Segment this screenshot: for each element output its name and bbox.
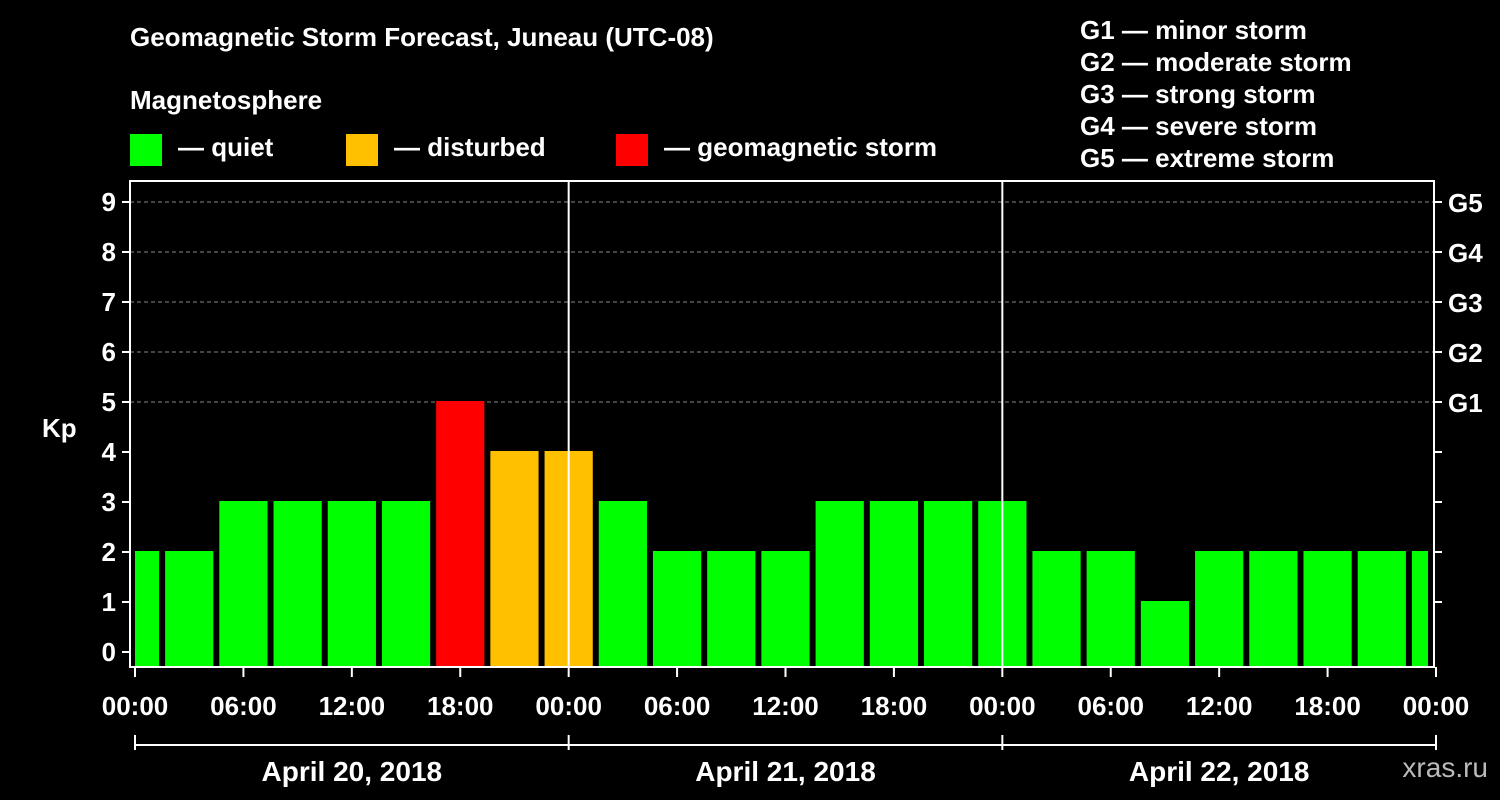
kp-bar: [652, 551, 702, 667]
storm-scale-g5: G5 — extreme storm: [1080, 143, 1335, 173]
legend-label-quiet: — quiet: [178, 132, 274, 162]
y-tick-label: 3: [102, 487, 116, 517]
kp-bar: [598, 501, 647, 667]
kp-bar: [761, 551, 810, 667]
legend-label-storm: — geomagnetic storm: [664, 132, 938, 162]
kp-bar: [219, 501, 268, 667]
g-scale-label: G3: [1448, 288, 1483, 318]
x-tick-label: 06:00: [644, 691, 711, 721]
y-tick-label: 6: [102, 337, 116, 367]
date-label: April 20, 2018: [262, 756, 443, 787]
x-tick-label: 00:00: [1403, 691, 1470, 721]
legend-swatch-quiet: [130, 134, 162, 166]
kp-bar: [869, 501, 919, 667]
kp-bar: [1303, 551, 1352, 667]
x-tick-label: 12:00: [752, 691, 819, 721]
kp-bar: [1411, 551, 1428, 667]
g-scale-label: G5: [1448, 188, 1483, 218]
date-label: April 21, 2018: [695, 756, 876, 787]
kp-bar: [327, 501, 376, 667]
x-tick-label: 18:00: [1294, 691, 1361, 721]
magnetosphere-label: Magnetosphere: [130, 85, 323, 115]
x-tick-label: 00:00: [102, 691, 169, 721]
x-tick-label: 06:00: [1078, 691, 1145, 721]
plot-frame: [129, 180, 1435, 668]
y-tick-label: 0: [102, 637, 116, 667]
kp-bar: [381, 501, 431, 667]
g-scale-label: G4: [1448, 238, 1483, 268]
site-credit: xras.ru: [1402, 752, 1488, 783]
legend-label-disturbed: — disturbed: [394, 132, 546, 162]
kp-bar: [924, 501, 973, 667]
legend-swatch-disturbed: [346, 134, 378, 166]
g-scale-label: G1: [1448, 388, 1483, 418]
y-axis-label: Kp: [42, 413, 77, 443]
kp-bar: [707, 551, 756, 667]
kp-bar: [1140, 601, 1190, 667]
kp-bar: [273, 501, 322, 667]
kp-bar: [436, 401, 485, 667]
legend-swatch-storm: [616, 134, 648, 166]
kp-bar: [1032, 551, 1081, 667]
y-tick-label: 5: [102, 387, 116, 417]
x-tick-label: 18:00: [427, 691, 494, 721]
storm-scale-g2: G2 — moderate storm: [1080, 47, 1352, 77]
storm-scale-g3: G3 — strong storm: [1080, 79, 1316, 109]
kp-bar: [1086, 551, 1135, 667]
date-label: April 22, 2018: [1129, 756, 1310, 787]
kp-bar: [165, 551, 214, 667]
kp-bar: [135, 551, 160, 667]
y-tick-label: 9: [102, 187, 116, 217]
x-tick-label: 12:00: [319, 691, 386, 721]
y-tick-label: 8: [102, 237, 116, 267]
x-tick-label: 06:00: [210, 691, 277, 721]
kp-bar: [1357, 551, 1406, 667]
y-tick-label: 4: [102, 437, 117, 467]
y-tick-label: 2: [102, 537, 116, 567]
kp-bar: [1195, 551, 1244, 667]
y-tick-label: 1: [102, 587, 116, 617]
y-tick-label: 7: [102, 287, 116, 317]
kp-bar: [490, 451, 539, 667]
kp-bar: [815, 501, 864, 667]
kp-bar: [1249, 551, 1298, 667]
storm-scale-g4: G4 — severe storm: [1080, 111, 1318, 141]
x-tick-label: 00:00: [969, 691, 1036, 721]
x-tick-label: 18:00: [861, 691, 928, 721]
g-scale-label: G2: [1448, 338, 1483, 368]
x-tick-label: 00:00: [535, 691, 602, 721]
storm-scale-g1: G1 — minor storm: [1080, 15, 1307, 45]
chart-title: Geomagnetic Storm Forecast, Juneau (UTC-…: [130, 22, 714, 52]
x-tick-label: 12:00: [1186, 691, 1253, 721]
